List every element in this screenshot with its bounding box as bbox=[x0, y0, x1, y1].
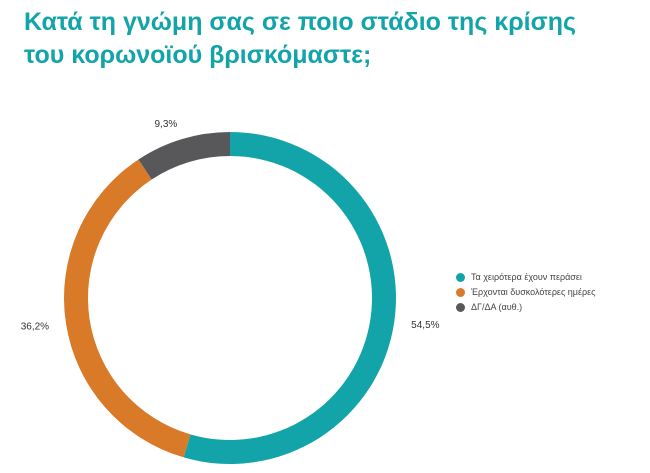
slice-better bbox=[183, 132, 397, 465]
chart-title: Κατά τη γνώμη σας σε ποιο στάδιο της κρί… bbox=[24, 6, 624, 72]
legend-label-worse: Έρχονται δυσκολότερες ημέρες bbox=[471, 287, 596, 297]
legend-label-better: Τα χειρότερα έχουν περάσει bbox=[471, 272, 582, 282]
legend-item-better: Τα χειρότερα έχουν περάσει bbox=[456, 270, 595, 284]
chart-title-line-1: Κατά τη γνώμη σας σε ποιο στάδιο της κρί… bbox=[24, 8, 577, 36]
chart-legend: Τα χειρότερα έχουν περάσει Έρχονται δυσκ… bbox=[456, 270, 595, 315]
legend-swatch-worse bbox=[456, 287, 465, 297]
legend-item-worse: Έρχονται δυσκολότερες ημέρες bbox=[456, 285, 595, 299]
slice-worse-label: 36,2% bbox=[21, 321, 49, 332]
chart-title-line-2: του κορωνοϊού βρισκόμαστε; bbox=[24, 41, 372, 69]
slice-worse bbox=[63, 159, 191, 458]
slice-dk-na-label: 9,3% bbox=[154, 119, 177, 130]
slice-better-label: 54,5% bbox=[411, 320, 439, 331]
legend-item-dk-na: ΔΓ/ΔΑ (αυθ.) bbox=[456, 300, 595, 314]
legend-swatch-better bbox=[456, 272, 465, 282]
legend-swatch-dk-na bbox=[456, 302, 465, 312]
slice-dk-na bbox=[138, 132, 230, 180]
legend-label-dk-na: ΔΓ/ΔΑ (αυθ.) bbox=[471, 302, 523, 312]
